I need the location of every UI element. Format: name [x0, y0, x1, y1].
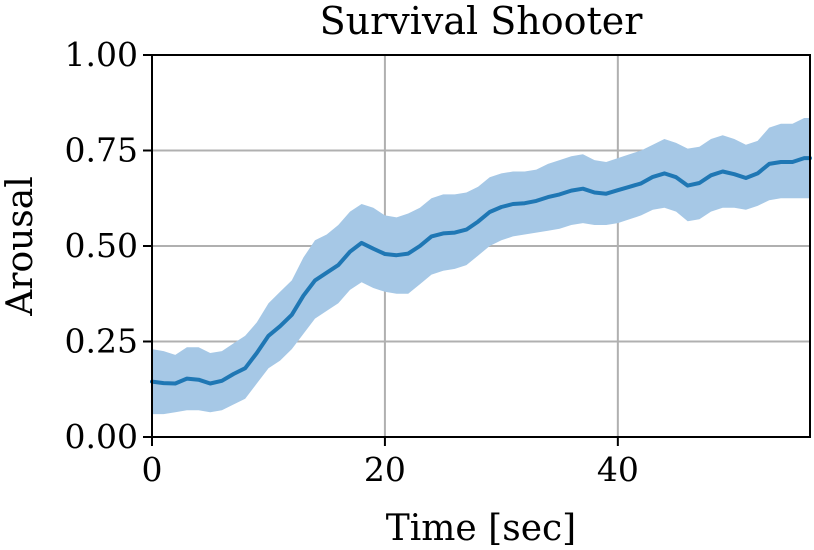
chart-title: Survival Shooter — [320, 0, 644, 43]
x-tick-label: 20 — [364, 450, 406, 489]
y-tick-label: 0.25 — [65, 322, 138, 361]
confidence-band — [152, 118, 810, 415]
y-tick-label: 0.00 — [65, 417, 138, 456]
y-axis-label: Arousal — [0, 176, 41, 317]
axis-ticks — [143, 54, 619, 446]
x-axis-label: Time [sec] — [386, 508, 576, 549]
y-tick-label: 0.50 — [65, 226, 138, 265]
mean-arousal-line — [150, 156, 812, 386]
x-tick-label: 40 — [597, 450, 639, 489]
x-tick-label: 0 — [142, 450, 163, 489]
y-tick-label: 0.75 — [65, 131, 138, 170]
y-tick-label: 1.00 — [65, 35, 138, 74]
